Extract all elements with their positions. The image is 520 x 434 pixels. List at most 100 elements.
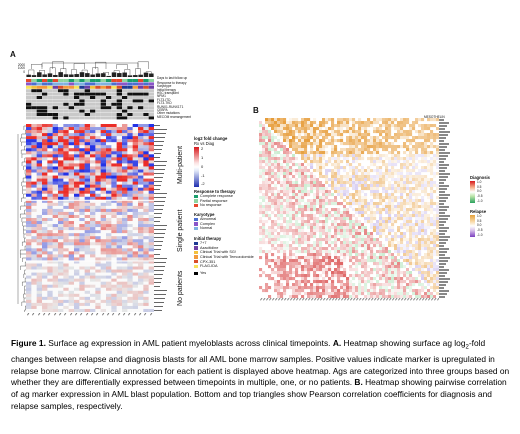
correlation-cell	[292, 247, 296, 251]
correlation-cell	[283, 211, 287, 215]
heatmap-cell	[122, 224, 128, 228]
correlation-cell	[382, 256, 386, 260]
correlation-cell	[409, 274, 413, 278]
correlation-cell	[388, 202, 392, 206]
correlation-cell	[433, 235, 437, 239]
heatmap-cell	[26, 242, 32, 246]
heatmap-cell	[42, 163, 48, 167]
correlation-cell	[268, 139, 272, 143]
correlation-cell	[397, 178, 401, 182]
correlation-cell	[337, 262, 341, 266]
fc-tick: 2	[201, 146, 204, 151]
heatmap-cell	[116, 269, 123, 273]
legend-swatch	[194, 199, 198, 203]
correlation-cell	[400, 175, 404, 179]
heatmap-cell	[116, 127, 123, 131]
heatmap-cell	[26, 272, 32, 276]
correlation-cell	[388, 280, 392, 284]
correlation-cell	[430, 187, 434, 191]
correlation-cell	[334, 133, 338, 137]
heatmap-cell	[36, 199, 43, 204]
correlation-cell	[277, 133, 281, 137]
correlation-cell	[307, 118, 311, 122]
annotation-cell	[58, 99, 64, 103]
heatmap-cell	[36, 242, 43, 246]
correlation-cell	[415, 166, 419, 170]
row-label-mark	[154, 229, 170, 232]
correlation-cell	[265, 127, 269, 131]
correlation-cell	[370, 292, 374, 296]
correlation-cell	[310, 229, 314, 233]
heatmap-cell	[106, 139, 112, 143]
correlation-cell	[274, 178, 278, 182]
correlation-cell	[355, 130, 359, 134]
correlation-cell	[337, 256, 341, 260]
heatmap-cell	[132, 305, 139, 310]
diagonal-cell	[415, 274, 419, 278]
heatmap-cell	[106, 257, 112, 261]
heatmap-cell	[52, 178, 59, 182]
correlation-cell	[379, 166, 383, 170]
correlation-cell	[364, 127, 368, 131]
correlation-cell	[409, 235, 413, 239]
correlation-cell	[355, 223, 359, 227]
correlation-cell	[412, 283, 416, 287]
correlation-cell	[283, 274, 287, 278]
correlation-cell	[421, 214, 425, 218]
heatmap-cell	[90, 272, 96, 276]
heatmap-cell	[100, 160, 107, 164]
correlation-cell	[316, 265, 320, 269]
row-label-glyph	[154, 189, 160, 191]
correlation-cell	[409, 169, 413, 173]
diagonal-cell	[388, 247, 392, 251]
heatmap-cell	[122, 142, 128, 146]
correlation-cell	[394, 190, 398, 194]
correlation-cell	[364, 181, 368, 185]
annotation-cell	[127, 116, 133, 120]
correlation-cell	[337, 217, 341, 221]
heatmap-cell	[138, 254, 144, 258]
correlation-cell	[430, 262, 434, 266]
annotation-cell	[148, 99, 154, 103]
correlation-cell	[406, 214, 410, 218]
heatmap-cell	[106, 136, 112, 140]
correlation-cell	[424, 211, 428, 215]
correlation-cell	[301, 286, 305, 290]
heatmap-cell	[42, 299, 48, 304]
annotation-cell	[79, 99, 85, 103]
correlation-cell	[421, 166, 425, 170]
correlation-cell	[364, 286, 368, 290]
correlation-cell	[349, 253, 353, 257]
correlation-cell	[289, 136, 293, 140]
heatmap-cell	[58, 263, 64, 267]
correlation-cell	[436, 292, 439, 296]
heatmap-cell	[52, 275, 59, 279]
heatmap-cell	[132, 169, 139, 173]
correlation-cell	[391, 253, 395, 257]
heatmap-cell	[31, 142, 37, 146]
correlation-cell	[421, 151, 425, 155]
correlation-cell	[274, 172, 278, 176]
correlation-cell	[427, 289, 431, 293]
correlation-cell	[391, 259, 395, 263]
heatmap-cell	[143, 157, 149, 161]
correlation-cell	[301, 226, 305, 230]
diagonal-cell	[424, 283, 428, 287]
heatmap-cell	[58, 148, 64, 152]
heatmap-cell	[132, 254, 139, 258]
heatmap-cell	[36, 142, 43, 146]
correlation-cell	[277, 139, 281, 143]
heatmap-cell	[148, 148, 154, 152]
correlation-cell	[379, 160, 383, 164]
correlation-cell	[388, 187, 392, 191]
correlation-cell	[361, 157, 365, 161]
correlation-cell	[286, 154, 290, 158]
correlation-cell	[322, 238, 326, 242]
correlation-cell	[280, 286, 284, 290]
correlation-cell	[370, 208, 374, 212]
correlation-cell	[373, 202, 377, 206]
heatmap-cell	[106, 172, 112, 176]
heatmap-cell	[84, 151, 91, 155]
correlation-cell	[427, 166, 431, 170]
correlation-cell	[421, 286, 425, 290]
